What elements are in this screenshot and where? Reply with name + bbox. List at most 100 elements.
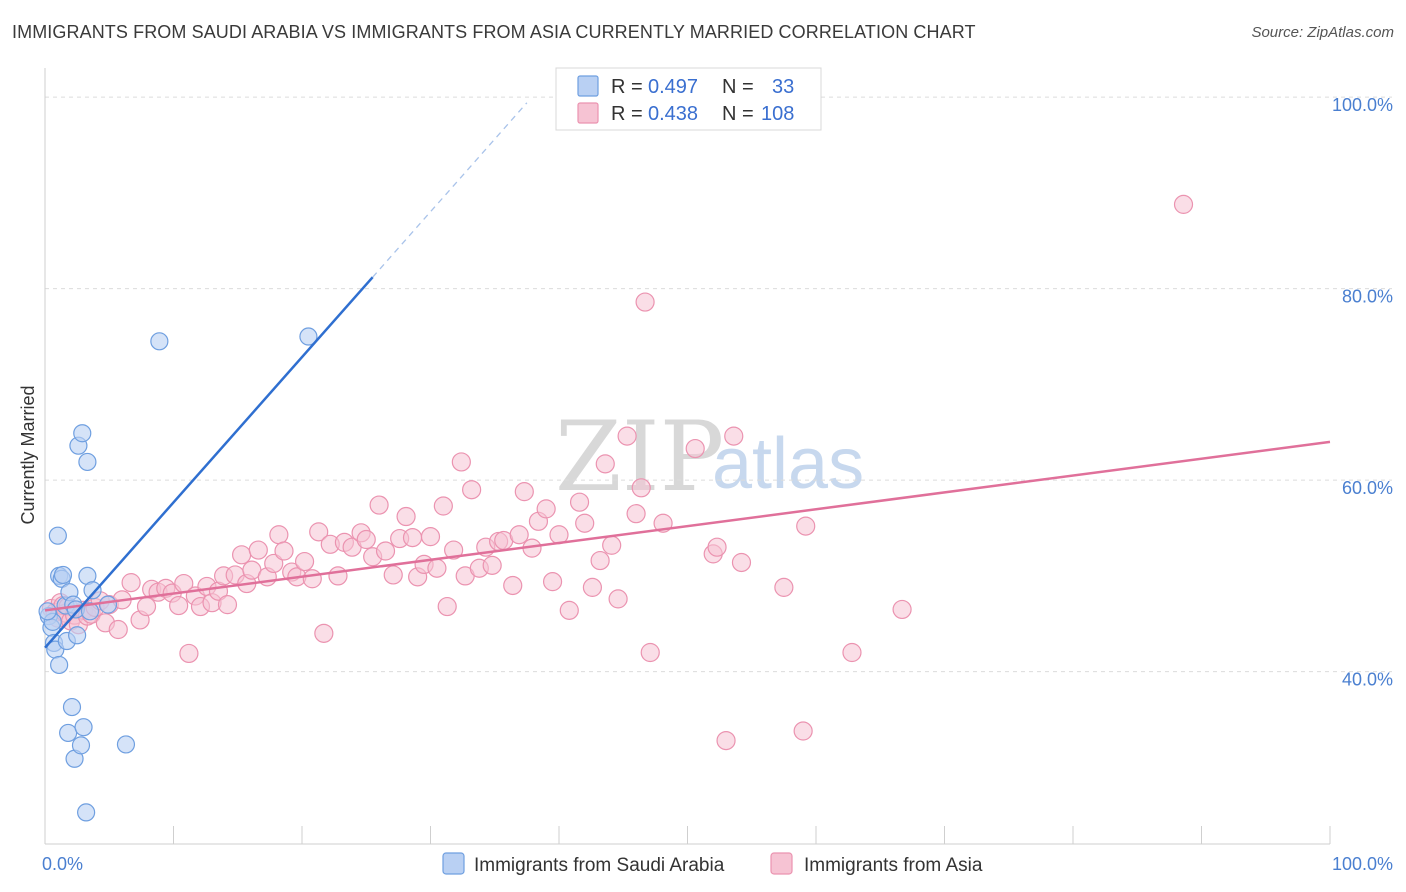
legend-r-label: R = [611,103,643,125]
data-point-asia [617,426,637,446]
trend-extension-saudi-arabia [372,102,528,278]
legend-swatch-saudi-arabia [577,75,599,97]
data-point-saudi-arabia [98,595,118,614]
legend-n-label: N = [722,76,754,98]
data-point-asia [842,642,862,663]
data-point-saudi-arabia [77,803,96,822]
data-point-asia [575,513,595,533]
data-point-asia [328,566,348,586]
data-point-asia [892,599,912,620]
y-tick-label: 80.0% [1342,287,1393,307]
data-point-asia [774,577,794,597]
x-tick-label: 0.0% [42,854,83,874]
data-point-asia [462,480,482,500]
data-point-asia [269,525,289,545]
data-point-asia [514,482,534,502]
data-point-asia [427,558,447,578]
data-point-asia [437,596,457,617]
data-point-asia [402,527,423,548]
data-point-saudi-arabia [299,327,318,346]
chart-title: IMMIGRANTS FROM SAUDI ARABIA VS IMMIGRAN… [12,22,976,42]
data-point-asia [136,596,157,617]
data-point-asia [302,569,322,589]
data-point-saudi-arabia [68,626,87,645]
data-point-asia [793,721,813,741]
legend-swatch-asia [577,102,599,124]
data-point-asia [707,537,727,557]
data-point-asia [640,642,660,663]
y-axis-label: Currently Married [18,385,38,524]
data-point-asia [264,553,284,574]
trend-line-asia [44,440,1331,612]
data-point-asia [731,552,752,573]
stats-legend-box [555,67,822,131]
data-point-asia [631,478,651,498]
data-point-asia [179,643,199,664]
data-point-asia [635,292,655,312]
data-point-asia [569,492,590,512]
data-point-saudi-arabia [78,452,97,472]
data-point-saudi-arabia [74,718,93,737]
x-tick-label: 100.0% [1332,854,1393,874]
series-asia [41,194,1194,751]
y-tick-label: 40.0% [1342,670,1393,690]
y-tick-label: 60.0% [1342,478,1393,498]
data-point-saudi-arabia [59,723,78,743]
data-point-asia [248,540,268,560]
data-point-asia [314,623,334,643]
data-point-asia [420,527,441,547]
legend-r-label: R = [611,76,643,98]
data-point-asia [294,551,315,572]
trend-line-saudi-arabia [44,276,374,649]
data-point-saudi-arabia [71,736,91,755]
data-point-asia [274,541,294,561]
legend-n-value: 108 [761,103,794,125]
data-point-asia [121,573,141,593]
data-point-asia [716,730,736,751]
data-point-asia [602,535,622,555]
data-point-asia [626,504,646,524]
tick-labels: 40.0% 60.0% 80.0% 100.0% 0.0% 100.0% [42,95,1393,874]
data-point-saudi-arabia [150,332,169,351]
data-point-asia [685,438,705,459]
data-point-saudi-arabia [48,526,67,545]
legend-label-asia: Immigrants from Asia [804,855,983,876]
data-point-asia [536,499,556,519]
data-point-saudi-arabia [50,655,69,675]
y-tick-label: 100.0% [1332,95,1393,115]
legend-swatch-saudi-arabia [442,852,465,875]
data-point-saudi-arabia [62,697,82,717]
axes [44,68,1331,845]
data-point-asia [309,522,329,542]
trend-lines [44,102,1331,649]
legend-n-label: N = [722,103,754,125]
data-point-asia [396,506,416,527]
data-point-asia [108,619,128,640]
data-point-asia [582,577,603,597]
data-point-asia [509,525,529,545]
data-point-asia [542,572,563,592]
source-label: Source: ZipAtlas.com [1251,24,1394,41]
data-point-asia [433,496,453,516]
data-point-asia [383,565,403,585]
legend-swatch-asia [770,852,793,875]
data-point-saudi-arabia [73,424,92,443]
data-point-asia [590,550,610,571]
data-point-asia [595,454,615,474]
data-point-asia [217,595,238,615]
data-point-saudi-arabia [83,581,102,600]
data-point-asia [356,529,376,550]
series-saudi-arabia [38,327,318,822]
data-point-asia [232,545,252,565]
data-point-asia [796,516,816,536]
data-point-saudi-arabia [80,602,100,621]
data-point-asia [608,589,628,609]
stats-legend: R = 0.497 N = 33 R = 0.438 N = 108 [555,67,822,131]
legend-r-value: 0.497 [648,76,698,98]
legend-n-value: 33 [772,76,794,98]
legend-label-saudi-arabia: Immigrants from Saudi Arabia [474,855,725,876]
data-point-saudi-arabia [38,602,57,621]
data-point-asia [482,555,502,575]
data-point-asia [1173,194,1194,214]
